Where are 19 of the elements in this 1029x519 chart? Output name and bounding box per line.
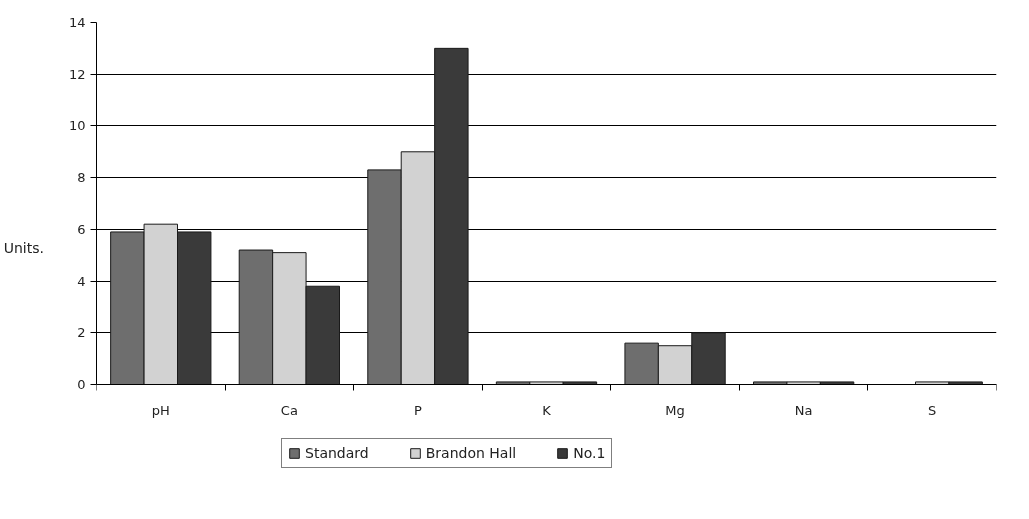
- legend-label: No.1: [573, 445, 606, 461]
- y-tick-label: 6: [77, 221, 86, 237]
- y-tick-label: 14: [68, 15, 86, 30]
- y-tick-label: 12: [68, 66, 86, 82]
- x-tick-label: Mg: [665, 402, 685, 418]
- x-tick-label: pH: [151, 402, 170, 418]
- x-tick-label: P: [414, 402, 423, 418]
- y-tick-label: 2: [77, 325, 86, 341]
- legend-label: Brandon Hall: [425, 445, 517, 461]
- y-axis-title: Units.: [3, 239, 44, 256]
- y-tick-label: 8: [77, 170, 86, 186]
- x-tick-label: S: [928, 402, 937, 418]
- legend-label: Standard: [305, 445, 369, 461]
- y-tick-label: 0: [77, 377, 86, 392]
- y-tick-label: 10: [68, 118, 86, 134]
- x-tick-label: Ca: [280, 402, 298, 418]
- x-tick-label: Na: [794, 402, 813, 418]
- x-tick-label: K: [542, 402, 552, 418]
- y-tick-label: 4: [77, 273, 86, 289]
